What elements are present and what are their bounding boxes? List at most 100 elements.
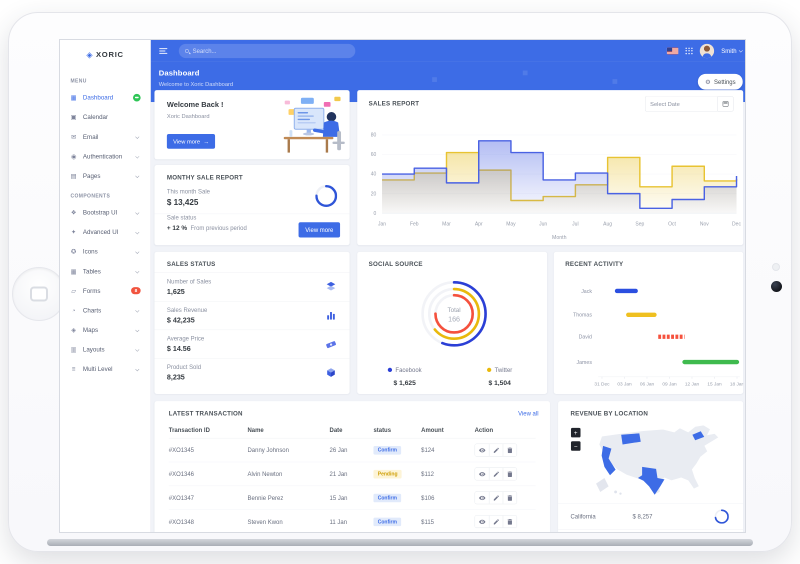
state-california[interactable] xyxy=(601,445,616,476)
pencil-button[interactable] xyxy=(488,467,503,480)
social-legend-label: Twitter xyxy=(494,366,513,374)
sidebar-item-label: Pages xyxy=(82,172,101,180)
eye-button[interactable] xyxy=(475,467,489,480)
user-menu[interactable]: Smith xyxy=(721,48,743,54)
pencil-button[interactable] xyxy=(488,491,503,504)
sidebar-item-bootstrap-ui[interactable]: ❖ Bootstrap UI xyxy=(60,203,150,223)
eye-button[interactable] xyxy=(475,515,489,528)
revenue-location-value: $ 8,257 xyxy=(632,513,653,520)
trash-button[interactable] xyxy=(502,491,517,504)
welcome-subtitle: Xoric Dashboard xyxy=(166,112,210,120)
trash-button[interactable] xyxy=(502,444,517,457)
chevron-down-icon xyxy=(135,249,140,254)
count-badge: 8 xyxy=(131,287,141,295)
eye-icon xyxy=(478,471,486,477)
eye-button[interactable] xyxy=(475,444,489,457)
transaction-name: Steven Kwon xyxy=(247,509,330,532)
layouts-icon: ▥ xyxy=(70,345,77,353)
social-legend-name: Twitter xyxy=(487,366,513,374)
sidebar-item-authentication[interactable]: ◉ Authentication xyxy=(60,146,150,166)
eye-button[interactable] xyxy=(475,491,489,504)
transaction-id[interactable]: #XO1347 xyxy=(168,485,248,510)
state-texas[interactable] xyxy=(637,466,665,495)
usa-map[interactable] xyxy=(591,422,734,497)
chart-text: 40 xyxy=(371,172,377,178)
trash-icon xyxy=(507,471,513,477)
app-logo[interactable]: ◈ XORIC xyxy=(60,40,150,71)
sidebar-item-charts[interactable]: ◔ Charts xyxy=(60,300,150,320)
chart-text: Apr xyxy=(475,222,483,228)
welcome-card: Welcome Back ! Xoric Dashboard View more… xyxy=(154,90,350,160)
cash-icon xyxy=(326,340,337,348)
welcome-view-more-button[interactable]: View more → xyxy=(166,133,216,149)
avatar[interactable] xyxy=(699,43,715,59)
sidebar-item-layouts[interactable]: ▥ Layouts xyxy=(60,340,150,360)
sales-status-label: Number of Sales xyxy=(166,278,212,285)
monthly-view-more-button[interactable]: View more xyxy=(298,222,341,238)
pencil-icon xyxy=(493,471,499,477)
sidebar-item-dashboard[interactable]: ▦ Dashboard xyxy=(60,88,150,108)
view-all-link[interactable]: View all xyxy=(518,409,539,417)
sidebar-item-calendar[interactable]: ▣ Calendar xyxy=(60,107,150,127)
sidebar-item-forms[interactable]: ▱ Forms 8 xyxy=(60,281,150,301)
transaction-header: LATEST TRANSACTION View all xyxy=(154,401,550,422)
sidebar-item-pages[interactable]: ▤ Pages xyxy=(60,166,150,186)
transaction-actions xyxy=(474,438,536,463)
sidebar-item-email[interactable]: ✉ Email xyxy=(60,127,150,147)
pencil-button[interactable] xyxy=(488,515,503,528)
sidebar-item-multi-level[interactable]: ≡ Multi Level xyxy=(60,359,150,379)
sidebar-toggle-icon[interactable] xyxy=(159,48,168,54)
state-montana[interactable] xyxy=(621,433,641,445)
map-zoom-out-button[interactable]: − xyxy=(570,441,581,451)
logo-diamond-icon: ◈ xyxy=(86,50,93,60)
status-badge: Pending xyxy=(373,469,402,479)
header-decoration xyxy=(432,77,437,82)
sidebar-item-icons[interactable]: ✪ Icons xyxy=(60,242,150,262)
map-zoom-in-button[interactable]: + xyxy=(570,427,581,438)
home-button[interactable] xyxy=(12,267,66,321)
sales-report-title: SALES REPORT xyxy=(368,99,420,107)
social-ring-inner xyxy=(434,293,475,334)
calendar-button[interactable] xyxy=(717,96,734,112)
search-input[interactable] xyxy=(192,47,350,55)
transaction-amount: $124 xyxy=(421,438,475,463)
tables-icon: ▦ xyxy=(70,267,77,275)
header-decoration xyxy=(612,79,618,84)
revenue-row-new-york: New York$ 7,253 xyxy=(558,529,744,532)
transaction-id[interactable]: #XO1345 xyxy=(168,438,248,463)
apps-grid-icon[interactable] xyxy=(685,47,693,55)
email-icon: ✉ xyxy=(70,132,77,140)
sidebar-item-advanced-ui[interactable]: ✦ Advanced UI xyxy=(60,222,150,242)
topbar-right: Smith xyxy=(666,43,745,59)
language-flag-icon[interactable] xyxy=(666,47,679,55)
chart-text: 12 Jan xyxy=(685,381,700,387)
transaction-id[interactable]: #XO1348 xyxy=(168,509,248,532)
state-new-york[interactable] xyxy=(692,431,705,441)
select-date-input[interactable] xyxy=(644,96,718,112)
progress-ring xyxy=(315,185,338,207)
settings-button[interactable]: ⚙ Settings xyxy=(697,73,743,90)
date-filter xyxy=(644,96,734,112)
transaction-actions xyxy=(474,509,536,532)
pencil-button[interactable] xyxy=(488,444,503,457)
logo-text: XORIC xyxy=(95,50,124,60)
pages-icon: ▤ xyxy=(70,171,77,180)
layers-icon xyxy=(326,281,336,291)
trash-button[interactable] xyxy=(502,515,517,528)
sales-status-row-number-of-sales: Number of Sales 1,625 xyxy=(154,272,350,301)
trash-button[interactable] xyxy=(502,467,517,480)
column-header-action: Action xyxy=(474,422,536,439)
sales-status-row-sales-revenue: Sales Revenue $ 42,235 xyxy=(154,300,350,330)
sidebar-item-maps[interactable]: ◈ Maps xyxy=(60,320,150,340)
sales-status-value: 8,235 xyxy=(166,373,185,382)
chevron-down-icon xyxy=(135,173,140,178)
dashboard-icon: ▦ xyxy=(70,93,77,101)
transaction-id[interactable]: #XO1346 xyxy=(168,461,248,487)
chart-text: David xyxy=(579,335,592,341)
tablet-frame: ◈ XORIC MENU ▦ Dashboard ▣ Calendar ✉ Email ◉ Au… xyxy=(8,12,792,552)
monthly-title: MONTHY SALE REPORT xyxy=(166,173,243,181)
sidebar-item-tables[interactable]: ▦ Tables xyxy=(60,261,150,281)
eye-icon xyxy=(478,519,486,524)
